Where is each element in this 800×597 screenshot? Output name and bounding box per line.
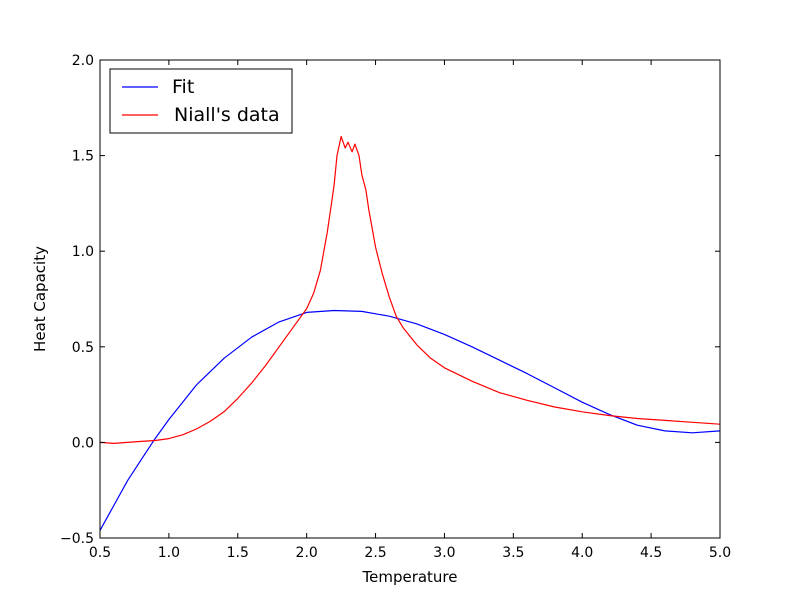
y-tick-label: 2.0 [72,53,94,69]
x-tick-label: 2.5 [364,545,386,561]
legend-label-fit: Fit [172,76,194,98]
legend-box [109,68,293,134]
x-tick-label: 0.5 [89,545,111,561]
x-tick-label: 2.0 [296,545,318,561]
y-tick-label: 1.0 [72,244,94,260]
series-line-fit [99,309,721,531]
x-tick-label: 1.0 [158,545,180,561]
ticks-layer: 0.5 1.0 1.5 2.0 2.5 3.0 3.5 4.0 4.5 5.0 −0.5 0.0 0.5… [60,53,731,561]
y-axis-label: Heat Capacity [31,246,49,352]
x-tick-label: 1.5 [227,545,249,561]
x-tick-label: 5.0 [709,545,731,561]
x-tick-label: 4.0 [571,545,593,561]
x-tick-label: 4.5 [640,545,662,561]
y-tick-label: 1.5 [72,149,94,165]
x-tick-label: 3.5 [502,545,524,561]
legend: Fit Niall's data [109,68,293,134]
y-tick-label: 0.0 [72,435,94,451]
x-axis-label: Temperature [361,568,457,586]
x-tick-label: 3.0 [433,545,455,561]
plot-frame [99,59,721,539]
legend-label-nialls-data: Niall's data [174,104,280,126]
y-tick-label: 0.5 [72,340,94,356]
y-tick-label: −0.5 [60,531,94,547]
series-line-niall-s-data [99,135,721,444]
series-layer [99,135,721,531]
